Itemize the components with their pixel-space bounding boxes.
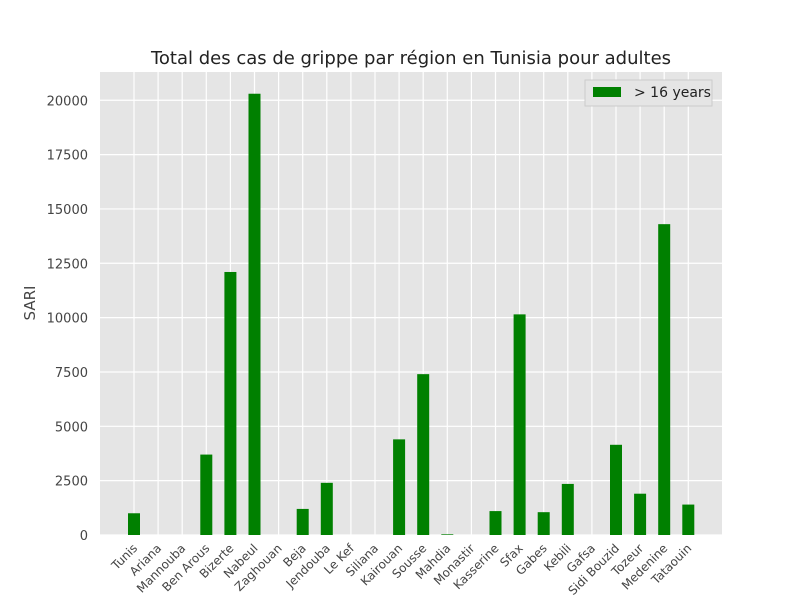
bar bbox=[296, 508, 309, 535]
plot-background bbox=[100, 72, 722, 535]
bar bbox=[417, 374, 430, 535]
bar bbox=[489, 511, 502, 535]
bar bbox=[561, 483, 574, 535]
y-tick-label: 0 bbox=[80, 529, 88, 544]
y-axis-label: SARI bbox=[21, 286, 39, 321]
y-tick-label: 10000 bbox=[47, 312, 88, 327]
bar bbox=[393, 439, 406, 535]
legend-swatch bbox=[593, 87, 621, 97]
legend-label: > 16 years bbox=[634, 85, 711, 101]
y-tick-label: 7500 bbox=[55, 366, 88, 381]
chart-title: Total des cas de grippe par région en Tu… bbox=[150, 48, 671, 69]
bar bbox=[248, 93, 261, 535]
bar bbox=[513, 314, 526, 535]
y-tick-label: 12500 bbox=[47, 257, 88, 272]
y-tick-label: 5000 bbox=[55, 420, 88, 435]
bar bbox=[128, 513, 140, 535]
bar bbox=[658, 224, 671, 536]
bars-group bbox=[128, 93, 695, 536]
y-axis-ticks: 0 2500 5000 7500 10000 12500 15000 17500 20000 bbox=[47, 94, 88, 544]
y-tick-label: 2500 bbox=[55, 475, 88, 490]
bar bbox=[320, 482, 333, 535]
y-tick-label: 15000 bbox=[47, 203, 88, 218]
legend: > 16 years bbox=[584, 79, 713, 107]
bar bbox=[537, 512, 550, 535]
bar bbox=[610, 444, 622, 535]
bar bbox=[200, 454, 213, 535]
y-tick-label: 17500 bbox=[47, 149, 88, 164]
bar bbox=[682, 504, 695, 535]
bar bbox=[634, 493, 647, 535]
bar bbox=[224, 271, 237, 535]
y-tick-label: 20000 bbox=[47, 94, 88, 109]
bar bbox=[441, 534, 454, 535]
